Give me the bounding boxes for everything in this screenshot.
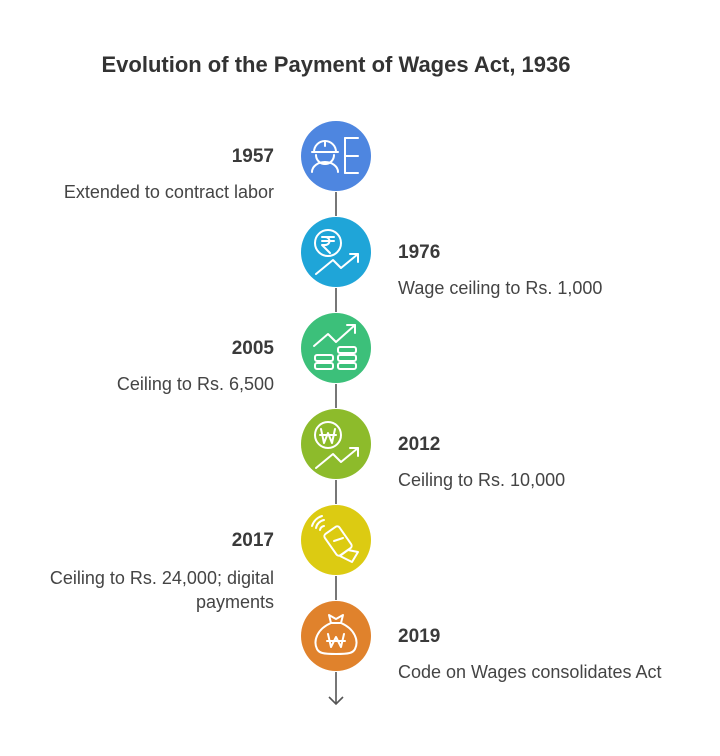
event-year-2019: 2019: [398, 626, 441, 647]
timeline-node-2019: [301, 601, 371, 671]
rupee-growth-icon: [314, 229, 359, 275]
event-year-1976: 1976: [398, 242, 441, 263]
money-stack-growth-icon: [313, 324, 357, 370]
event-description-2019: Code on Wages consolidates Act: [398, 662, 662, 682]
timeline-node-2005: [301, 313, 371, 383]
money-bag-icon: [314, 614, 358, 655]
timeline-node-1957: [301, 121, 371, 191]
timeline-node-2012: [301, 409, 371, 479]
event-description-2012: Ceiling to Rs. 10,000: [398, 470, 566, 490]
event-description-2017: Ceiling to Rs. 24,000; digital payments: [49, 568, 274, 612]
event-year-2012: 2012: [398, 434, 441, 455]
timeline-node-1976: [301, 217, 371, 287]
page-title: Evolution of the Payment of Wages Act, 1…: [101, 52, 571, 77]
event-description-2005: Ceiling to Rs. 6,500: [116, 374, 274, 394]
arrow-down-icon: [328, 696, 344, 706]
event-year-2005: 2005: [231, 338, 274, 359]
event-year-1957: 1957: [231, 146, 274, 167]
timeline-node-2017: [301, 505, 371, 575]
won-growth-icon: [314, 421, 359, 469]
event-year-2017: 2017: [231, 530, 274, 551]
event-description-1957: Extended to contract labor: [63, 182, 274, 202]
contract-worker-icon: [311, 137, 359, 174]
contactless-payment-icon: [311, 515, 359, 563]
event-description-1976: Wage ceiling to Rs. 1,000: [398, 278, 603, 298]
